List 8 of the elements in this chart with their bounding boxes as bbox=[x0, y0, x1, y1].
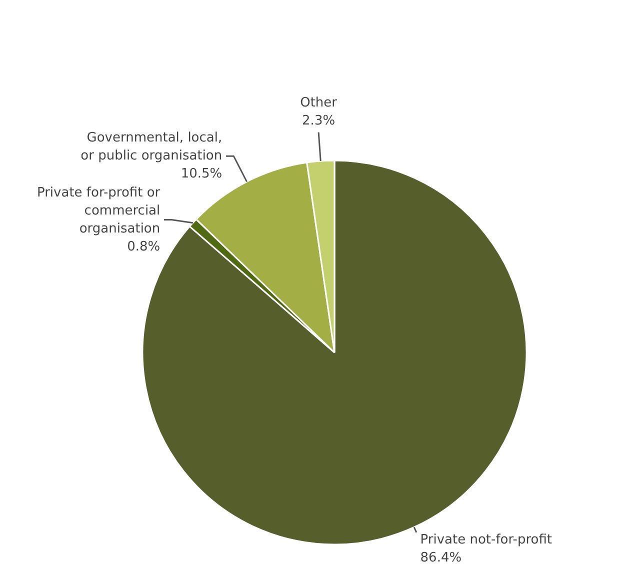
data-label: 10.5% bbox=[180, 166, 222, 182]
slice-label: Private not-for-profit bbox=[420, 532, 552, 548]
data-label: 86.4% bbox=[420, 550, 462, 566]
slice-label: Other bbox=[300, 95, 338, 110]
slice-label: Governmental, local, or public organisation bbox=[80, 130, 222, 164]
slice-label: Private for-profit or commercial organisation bbox=[36, 185, 161, 236]
data-label: 0.8% bbox=[127, 239, 160, 254]
data-label: 2.3% bbox=[302, 113, 336, 128]
